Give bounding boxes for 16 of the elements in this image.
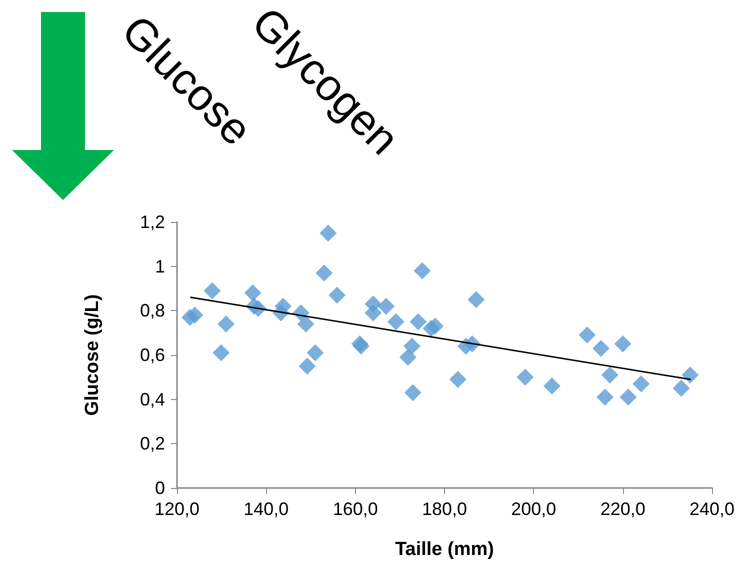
y-tick-label: 0,4 bbox=[140, 389, 165, 410]
x-tick-label: 140,0 bbox=[244, 499, 289, 519]
y-tick-label: 0,8 bbox=[140, 300, 165, 321]
y-tick-label: 0,6 bbox=[140, 345, 165, 365]
x-axis-title: Taille (mm) bbox=[395, 539, 494, 560]
y-tick-label: 0 bbox=[154, 478, 165, 498]
x-tick-label: 160,0 bbox=[332, 499, 378, 519]
x-tick-label: 240,0 bbox=[689, 499, 735, 519]
x-tick-label: 120,0 bbox=[154, 499, 200, 519]
x-tick-label: 180,0 bbox=[422, 499, 468, 519]
x-tick-label: 220,0 bbox=[600, 499, 646, 519]
y-tick-label: 1,2 bbox=[140, 212, 165, 232]
x-tick-label: 200,0 bbox=[511, 499, 556, 519]
y-axis-title: Glucose (g/L) bbox=[82, 294, 103, 416]
y-tick-label: 1 bbox=[154, 256, 165, 276]
y-tick-label: 0,2 bbox=[140, 434, 165, 454]
